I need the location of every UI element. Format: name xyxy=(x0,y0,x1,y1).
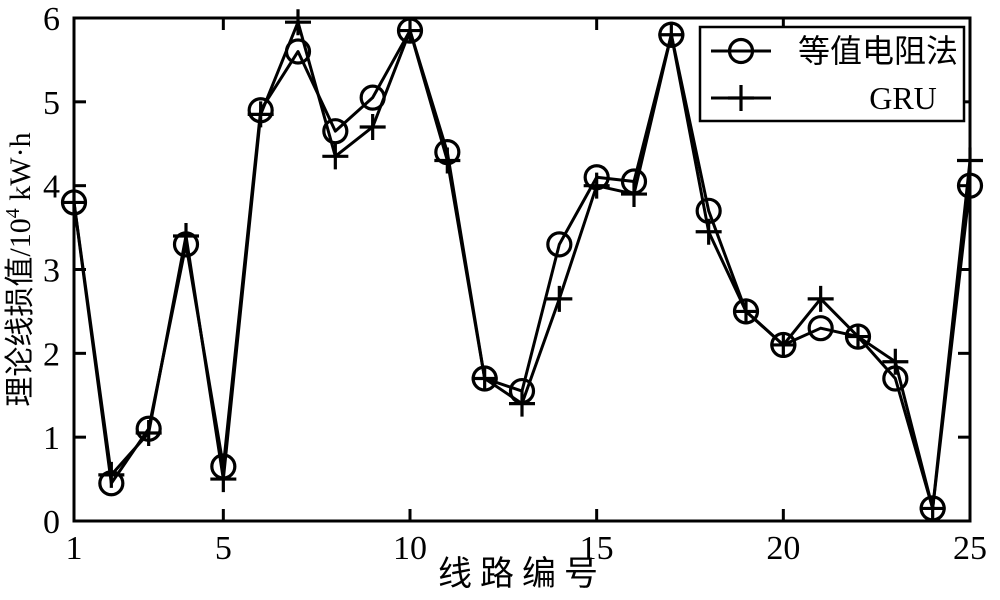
series-0-marker-circle xyxy=(546,231,573,258)
legend-marker-plus xyxy=(728,85,754,111)
series-1-marker-plus xyxy=(173,222,199,249)
series-1-marker-plus xyxy=(322,143,349,170)
y-tick-label: 3 xyxy=(43,253,60,290)
series-1-marker-plus xyxy=(397,17,423,44)
y-tick-label: 2 xyxy=(43,336,60,373)
legend-label-1: GRU xyxy=(869,80,937,116)
series-1-marker-plus xyxy=(434,147,461,174)
series-1-marker-plus xyxy=(285,9,311,36)
series-1-marker-plus xyxy=(509,390,535,417)
legend-marker-circle xyxy=(727,37,755,65)
series-1-marker-plus xyxy=(658,21,685,48)
series-1-marker-plus xyxy=(621,181,647,208)
x-tick-label: 1 xyxy=(66,530,83,567)
series-1-marker-plus xyxy=(733,298,759,325)
series-1-marker-plus xyxy=(919,495,946,522)
x-tick-label: 15 xyxy=(580,530,614,567)
series-0-marker-circle xyxy=(322,118,349,145)
series-1-marker-plus xyxy=(695,218,722,245)
y-tick-label: 5 xyxy=(43,85,60,122)
series-1-marker-plus xyxy=(583,172,610,199)
series-1-marker-plus xyxy=(135,419,162,446)
x-tick-label: 5 xyxy=(215,530,232,567)
y-tick-label: 0 xyxy=(43,504,60,541)
series-0-marker-circle xyxy=(284,38,312,65)
x-tick-label: 25 xyxy=(953,530,987,567)
series-0-marker-circle xyxy=(956,172,984,199)
y-tick-label: 1 xyxy=(43,420,60,457)
y-axis-title: 理论线损值/104 kW·h xyxy=(2,132,37,406)
series-1-marker-plus xyxy=(98,461,125,488)
legend-label-0: 等值电阻法 xyxy=(798,33,958,69)
series-0-marker-circle xyxy=(359,84,386,111)
series-0-marker-circle xyxy=(807,315,834,342)
series-1-marker-plus xyxy=(359,113,386,140)
series-1-marker-plus xyxy=(845,323,871,350)
y-tick-label: 6 xyxy=(43,1,60,38)
series-1-marker-plus xyxy=(770,331,797,358)
series-1-marker-plus xyxy=(247,101,274,128)
series-1-marker-plus xyxy=(882,348,909,375)
series-1-marker-plus xyxy=(210,466,237,493)
series-1-marker-plus xyxy=(546,285,573,312)
series-1-marker-plus xyxy=(471,365,498,392)
x-axis-title: 线路编号 xyxy=(438,555,606,593)
x-tick-label: 10 xyxy=(393,530,427,567)
legend-box xyxy=(698,25,966,123)
series-1-marker-plus xyxy=(61,189,87,216)
x-tick-label: 20 xyxy=(766,530,800,567)
series-1-marker-plus xyxy=(957,147,983,174)
series-1-marker-plus xyxy=(807,285,834,312)
y-tick-label: 4 xyxy=(43,169,60,206)
